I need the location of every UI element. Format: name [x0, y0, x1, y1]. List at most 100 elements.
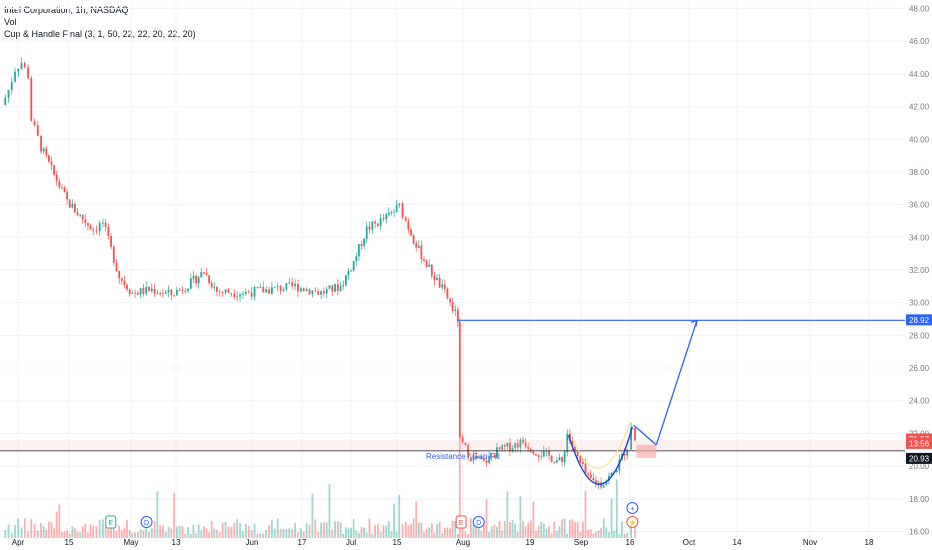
candle-body [36, 125, 39, 136]
candle-body [247, 291, 250, 293]
candle-body [79, 214, 82, 216]
candle-body [123, 280, 126, 285]
candle-body [415, 243, 418, 248]
candle-body [382, 218, 385, 220]
volume-bar [115, 530, 118, 538]
legend-indicator[interactable]: Cup & Handle Final (3, 1, 50, 22, 22, 20… [4, 29, 196, 39]
volume-bar [623, 533, 626, 538]
candle-body [259, 287, 262, 288]
time-tick-label: 14 [733, 538, 742, 547]
candle-body [302, 288, 305, 292]
volume-bar [253, 523, 256, 538]
volume-bar [33, 524, 36, 538]
volume-bar [17, 518, 20, 538]
candle-body [532, 451, 535, 455]
volume-bar [167, 526, 170, 538]
candle-body [233, 293, 236, 298]
volume-bar [162, 525, 164, 538]
volume-bars [4, 398, 636, 538]
candle-body [423, 259, 425, 262]
volume-bar [540, 521, 543, 538]
volume-bar [126, 519, 128, 538]
price-tick-label: 26.00 [909, 364, 930, 373]
volume-bar [282, 529, 285, 538]
candle-body [336, 284, 339, 292]
candle-body [239, 294, 241, 297]
price-label-bg [906, 452, 932, 464]
volume-bar [98, 519, 101, 538]
volume-bar [63, 531, 66, 538]
candle-body [331, 285, 334, 292]
volume-bar [485, 499, 488, 538]
candle-body [458, 321, 461, 438]
candle-body [128, 289, 131, 294]
candle-body [81, 214, 84, 220]
volume-bar [210, 520, 213, 538]
volume-bar [317, 532, 320, 538]
candle-body [355, 256, 358, 261]
candle-body [104, 222, 107, 227]
candle-body [305, 289, 308, 292]
volume-bar [265, 529, 268, 538]
candle-body [602, 484, 605, 488]
candle-body [365, 226, 368, 239]
volume-bar [256, 533, 259, 538]
resistance-annotation[interactable]: Resistance / Gap Fill [426, 452, 500, 461]
candle-body [197, 277, 200, 284]
candle-body [162, 293, 164, 295]
volume-bar [451, 520, 454, 538]
time-tick-label: Jul [346, 538, 356, 547]
volume-bar [23, 518, 26, 538]
candle-body [98, 223, 101, 231]
volume-bar [164, 531, 167, 538]
candle-body [550, 455, 553, 462]
volume-bar [224, 521, 227, 538]
volume-bar [511, 519, 514, 538]
candle-body [410, 229, 412, 236]
candle-body [630, 427, 632, 450]
volume-bar [501, 530, 504, 538]
candle-body [390, 211, 393, 213]
candle-body [89, 225, 92, 230]
volume-bar [305, 523, 308, 538]
candle-body [540, 456, 543, 458]
volume-bar [401, 524, 404, 538]
volume-bar [187, 527, 189, 538]
candle-body [170, 289, 173, 296]
legend-title[interactable]: Intel Corporation, 1h, NASDAQ [4, 5, 129, 15]
candle-body [553, 461, 556, 463]
candle-body [218, 291, 221, 293]
time-tick-label: Nov [803, 538, 817, 547]
candle-body [314, 290, 317, 292]
volume-bar [446, 527, 449, 538]
volume-bar [548, 526, 550, 538]
candle-body [148, 286, 150, 291]
candle-body [63, 187, 66, 193]
volume-bar [50, 522, 53, 538]
price-tick-label: 18.00 [909, 495, 930, 504]
candle-body [230, 292, 233, 294]
candle-body [357, 244, 360, 257]
candle-body [425, 261, 428, 267]
candle-body [498, 447, 501, 450]
candle-body [582, 462, 584, 464]
volume-bar [36, 530, 39, 538]
time-tick-label: Jun [246, 538, 259, 547]
legend-volume[interactable]: Vol [4, 17, 17, 27]
volume-bar [410, 524, 412, 538]
volume-bar [173, 492, 176, 538]
candle-body [244, 291, 247, 294]
candle-body [184, 290, 187, 292]
candle-body [87, 222, 89, 226]
candle-body [441, 284, 444, 288]
candle-body [561, 457, 563, 463]
volume-bar [66, 530, 69, 538]
volume-bar [189, 533, 192, 538]
candle-body [273, 286, 276, 288]
volume-bar [509, 521, 511, 538]
candle-body [469, 457, 472, 461]
candle-body [311, 290, 314, 295]
volume-bar [236, 519, 239, 538]
price-axis: 48.00 46.00 44.00 42.00 40.00 38.00 36.00 34.00… [906, 5, 932, 536]
